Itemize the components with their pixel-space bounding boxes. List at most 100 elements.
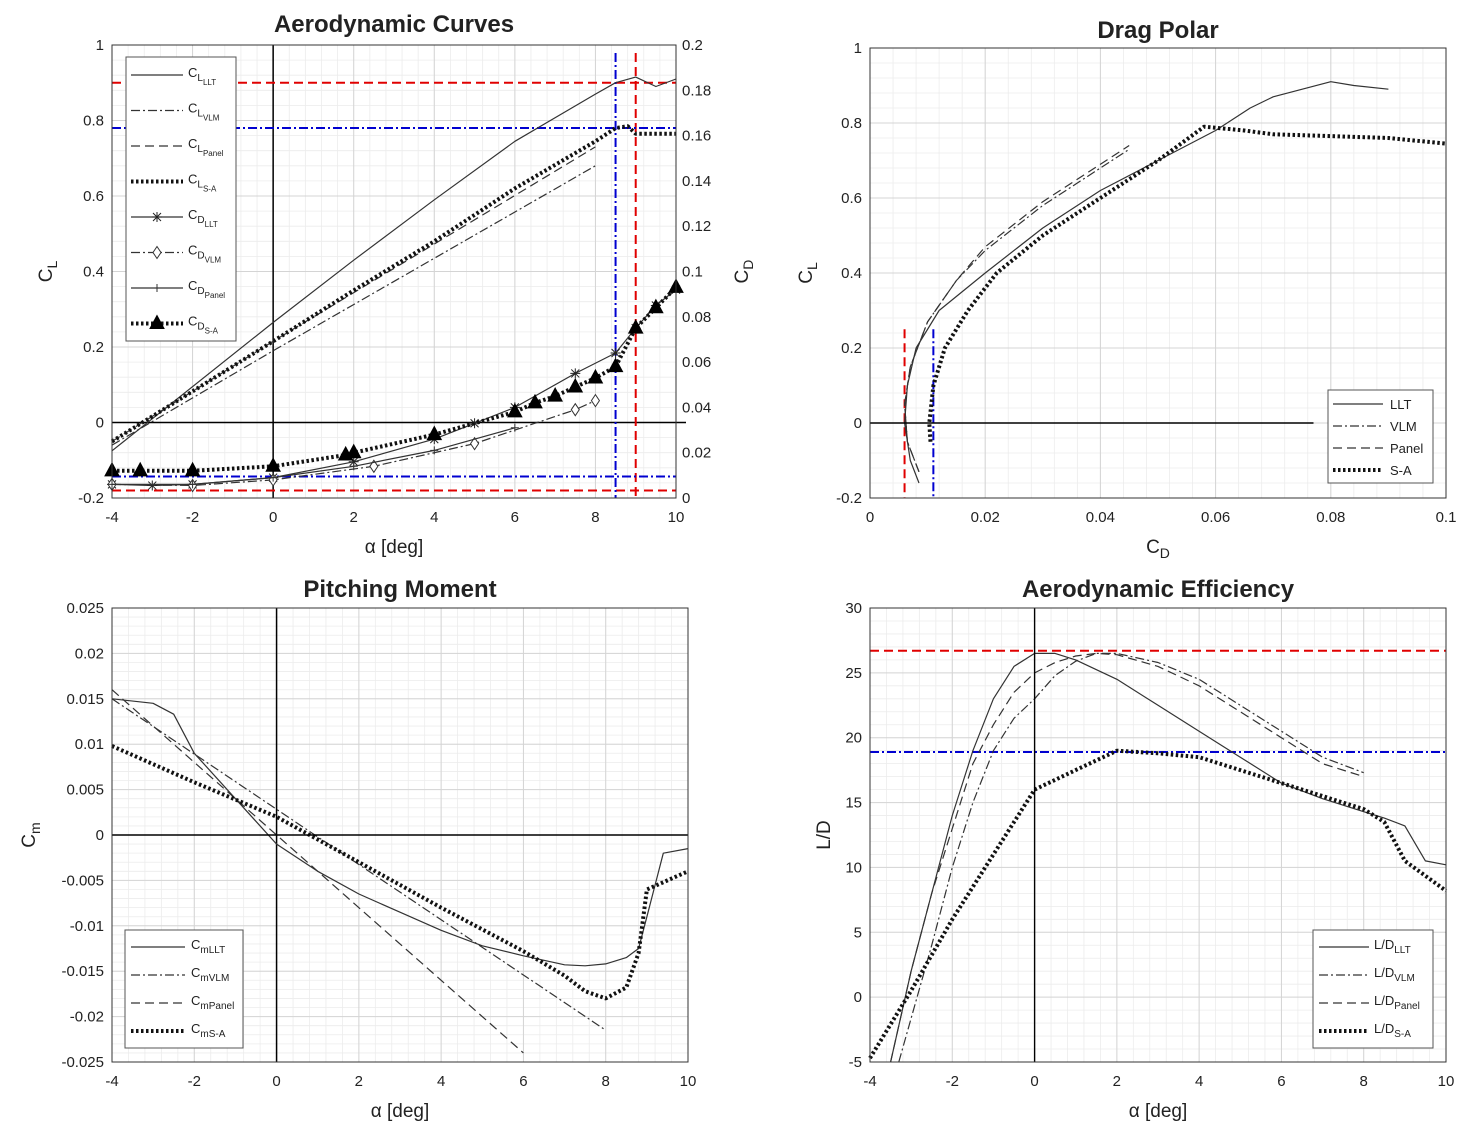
x-tick-label: 2 <box>350 509 358 526</box>
y-tick-label: 0.025 <box>66 600 104 617</box>
data-point-triangle <box>265 457 281 472</box>
y-tick-label: 0.2 <box>841 340 862 357</box>
legend-label: CDS-A <box>188 314 219 336</box>
x-tick-label: 6 <box>519 1073 527 1090</box>
data-point-diamond <box>590 393 601 408</box>
data-point-triangle <box>426 425 443 441</box>
axes-box <box>111 607 689 1063</box>
chart-title: Pitching Moment <box>303 576 496 603</box>
legend-label: VLM <box>1390 419 1417 434</box>
y-tick-label: 0.6 <box>841 190 862 207</box>
legend-label: CLVLM <box>188 101 220 123</box>
data-point-star <box>348 456 359 467</box>
axes-box <box>111 44 677 499</box>
legend-box <box>124 929 244 1049</box>
y2-tick-label: 0 <box>682 490 690 507</box>
y2-tick-label: 0.04 <box>682 399 711 416</box>
legend-box <box>1327 389 1434 484</box>
data-point-triangle <box>345 443 362 459</box>
x-tick-label: -2 <box>186 509 199 526</box>
y-tick-label: 0.4 <box>83 264 104 281</box>
series-line <box>110 124 676 444</box>
y-tick-label: 1 <box>854 40 862 57</box>
y-axis-label: L/D <box>814 820 835 850</box>
y-tick-label: 0 <box>96 827 104 844</box>
data-point-plus <box>510 423 519 432</box>
y-axis-label: CL <box>36 261 60 283</box>
legend-label: LLT <box>1390 397 1411 412</box>
y-tick-label: 15 <box>845 795 862 812</box>
data-point-triangle <box>132 461 149 477</box>
legend-label: CmVLM <box>191 965 229 984</box>
y-tick-label: -0.2 <box>78 490 104 507</box>
legend-label: L/DPanel <box>1374 993 1420 1012</box>
y-tick-label: -0.2 <box>836 490 862 507</box>
legend-box <box>125 56 237 342</box>
data-point-triangle <box>567 377 584 393</box>
series-llt <box>904 81 1389 484</box>
y-tick-label: 30 <box>845 600 862 617</box>
data-point-diamond <box>152 245 162 260</box>
series-line <box>111 76 677 452</box>
y-tick-label: 0.8 <box>841 115 862 132</box>
legend-aerodynamic-efficiency: L/DLLT L/DVLM L/DPanel L/DS-A <box>1319 937 1420 1040</box>
chart-title: Aerodynamic Curves <box>274 11 514 38</box>
legend-label: CDLLT <box>188 207 218 229</box>
y2-axis-label: CD <box>732 260 756 284</box>
y-tick-label: 20 <box>845 730 862 747</box>
series-c-l-s-a <box>110 124 676 444</box>
x-tick-label: 0.02 <box>971 509 1000 526</box>
y-tick-label: 0.6 <box>83 188 104 205</box>
data-point-triangle <box>547 387 563 402</box>
y-tick-label: 0.02 <box>75 645 104 662</box>
x-tick-label: -4 <box>105 1073 118 1090</box>
x-tick-label: 0.04 <box>1086 509 1115 526</box>
x-tick-label: -4 <box>863 1073 876 1090</box>
data-point-star <box>152 212 162 222</box>
y-tick-label: 0 <box>854 415 862 432</box>
legend-aerodynamic-curves: CLLLT CLVLM CLPanel CLS-A CDLLT CDVLM CDPanel C… <box>131 65 225 336</box>
data-point-triangle <box>527 393 543 409</box>
series-c-m-vlm <box>111 698 607 1031</box>
series-line <box>927 124 1447 442</box>
series-l-d-panel <box>890 652 1364 1063</box>
legend-label: CmPanel <box>191 993 234 1012</box>
y-tick-label: 10 <box>845 859 862 876</box>
data-point-plus <box>188 480 197 489</box>
y2-tick-label: 0.12 <box>682 218 711 235</box>
x-tick-label: 2 <box>355 1073 363 1090</box>
data-point-triangle <box>149 314 165 329</box>
legend-label: CmLLT <box>191 937 225 956</box>
series-s-a <box>927 124 1447 442</box>
data-point-triangle <box>507 402 523 418</box>
y-tick-label: 0 <box>854 989 862 1006</box>
series-line <box>111 744 689 1001</box>
data-point-triangle <box>648 298 664 314</box>
chart-title: Aerodynamic Efficiency <box>1022 576 1295 603</box>
y-tick-label: -0.025 <box>61 1054 104 1071</box>
x-tick-label: 6 <box>1277 1073 1285 1090</box>
x-tick-label: 4 <box>437 1073 445 1090</box>
x-tick-label: 8 <box>602 1073 610 1090</box>
y-tick-label: -0.02 <box>70 1009 104 1026</box>
series-c-m-panel <box>111 689 524 1054</box>
x-tick-label: 4 <box>430 509 438 526</box>
data-point-diamond <box>469 436 480 451</box>
chart-title: Drag Polar <box>1097 17 1218 44</box>
y-tick-label: 0.2 <box>83 339 104 356</box>
y-axis-label: CL <box>796 262 820 284</box>
x-axis-label: α [deg] <box>371 1101 430 1122</box>
series-line <box>112 285 678 473</box>
x-tick-label: 0.06 <box>1201 509 1230 526</box>
axes-box <box>869 47 1447 499</box>
y2-tick-label: 0.08 <box>682 309 711 326</box>
x-tick-label: 0.1 <box>1436 509 1457 526</box>
data-point-triangle <box>587 368 604 384</box>
legend-label: L/DLLT <box>1374 937 1411 956</box>
y-tick-label: 0.01 <box>75 736 104 753</box>
series-c-m-llt <box>111 698 689 967</box>
y-tick-label: 0.005 <box>66 782 104 799</box>
y-tick-label: -5 <box>849 1054 862 1071</box>
y-tick-label: 1 <box>96 37 104 54</box>
data-point-star <box>570 368 581 379</box>
